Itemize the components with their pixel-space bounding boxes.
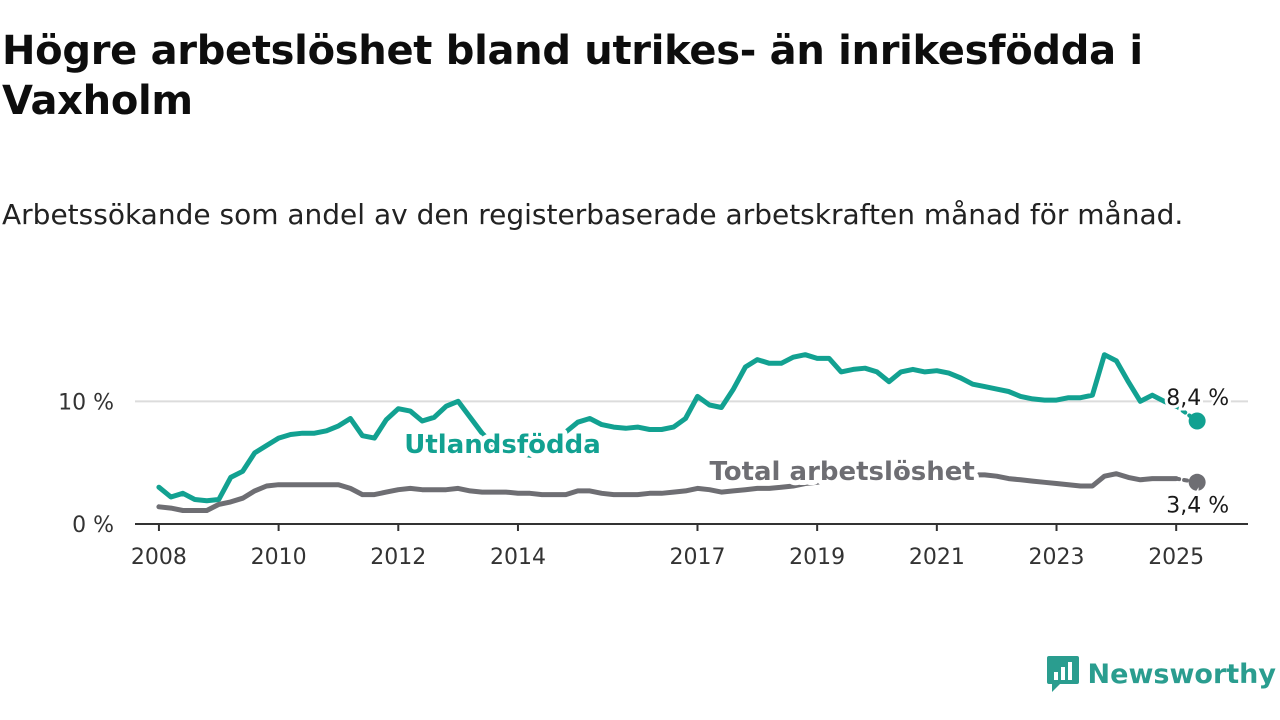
x-tick-label: 2017 <box>669 545 725 570</box>
series-layer <box>156 352 1206 513</box>
series-connector-utlandsfodda <box>1174 404 1200 423</box>
chart-title: Högre arbetslöshet bland utrikes- än inr… <box>2 28 1143 124</box>
newsworthy-logo-icon <box>1046 656 1079 692</box>
y-tick-label: 0 % <box>72 513 114 538</box>
x-tick-label: 2008 <box>131 545 187 570</box>
series-line-utlandsfodda <box>156 352 1179 504</box>
x-tick-label: 2021 <box>909 545 965 570</box>
x-tick-label: 2025 <box>1148 545 1204 570</box>
y-tick-label: 10 % <box>58 390 114 415</box>
end-value-label-total: 3,4 % <box>1166 493 1229 518</box>
x-tick-label: 2023 <box>1029 545 1085 570</box>
x-tick-label: 2019 <box>789 545 845 570</box>
series-end-point-total <box>1188 473 1206 491</box>
series-end-point-utlandsfodda <box>1188 412 1206 430</box>
end-value-label-utlandsfodda: 8,4 % <box>1166 386 1229 411</box>
x-tick-label: 2010 <box>251 545 307 570</box>
series-line-total <box>156 467 1179 513</box>
axis-layer: 0 % 10 % 2008 2010 2012 2014 2017 2019 2021 2023 2… <box>58 390 1248 570</box>
series-name-label-total: Total arbetslöshet <box>709 457 974 487</box>
series-name-label-utlandsfodda: Utlandsfödda <box>404 430 601 460</box>
brand-logo: Newsworthy <box>1046 652 1276 696</box>
chart-subtitle: Arbetssökande som andel av den registerb… <box>2 198 1184 231</box>
line-chart: 0 % 10 % 2008 2010 2012 2014 2017 2019 2021 2023 2… <box>58 352 1248 570</box>
x-tick-label: 2012 <box>370 545 426 570</box>
brand-name: Newsworthy <box>1087 658 1276 690</box>
x-tick-label: 2014 <box>490 545 546 570</box>
label-layer: 8,4 % 3,4 % Utlandsfödda Total arbetslöshet <box>399 383 1232 521</box>
